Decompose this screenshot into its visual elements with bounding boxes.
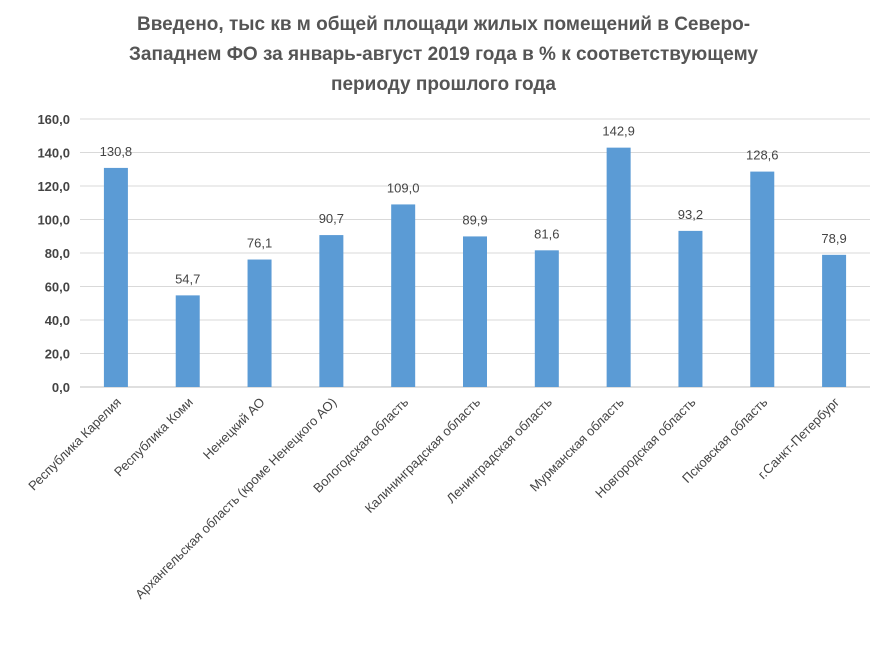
data-label: 109,0 (387, 180, 420, 195)
y-tick-label: 140,0 (37, 146, 70, 161)
y-tick-label: 160,0 (37, 112, 70, 127)
bar (822, 254, 847, 387)
data-label: 142,9 (602, 124, 635, 139)
data-labels: 130,8 54,7 76,1 90,7 109,0 89,9 81,6 142,9 93,2 1… (100, 124, 847, 287)
y-axis-ticks: 0,0 20,0 40,0 60,0 80,0 100,0 120,0 140,0 160,0 (37, 112, 70, 395)
y-tick-label: 120,0 (37, 179, 70, 194)
data-label: 90,7 (319, 211, 344, 226)
data-label: 81,6 (534, 226, 559, 241)
data-label: 130,8 (100, 144, 133, 159)
data-label: 76,1 (247, 236, 272, 251)
chart-title-line-1: Введено, тыс кв м общей площади жилых по… (136, 14, 751, 35)
chart-title: Введено, тыс кв м общей площади жилых по… (0, 10, 887, 100)
category-label: Республика Карелия (25, 395, 124, 494)
y-tick-label: 100,0 (37, 213, 70, 228)
y-tick-label: 20,0 (45, 347, 70, 362)
bar (247, 259, 272, 387)
data-label: 89,9 (462, 212, 487, 227)
data-label: 54,7 (175, 271, 200, 286)
bar (606, 147, 631, 387)
bar (319, 235, 344, 387)
y-tick-label: 80,0 (45, 246, 70, 261)
data-label: 93,2 (678, 207, 703, 222)
bar (534, 250, 559, 387)
category-label: Калининградская область (362, 394, 483, 515)
data-label: 128,6 (746, 148, 779, 163)
y-tick-label: 40,0 (45, 313, 70, 328)
bar (103, 167, 128, 387)
category-label: Ненецкий АО (200, 395, 268, 463)
bars (103, 147, 847, 387)
y-tick-label: 0,0 (52, 380, 70, 395)
data-label: 78,9 (821, 231, 846, 246)
bar (175, 295, 200, 387)
chart-title-line-2: Западнем ФО за январь-август 2019 года в… (129, 44, 758, 65)
chart-title-line-3: периоду прошлого года (331, 74, 556, 95)
bar (678, 230, 703, 387)
bar (750, 171, 775, 387)
bar (463, 236, 487, 387)
y-tick-label: 60,0 (45, 280, 70, 295)
bar (391, 204, 416, 387)
category-label: Республика Коми (111, 395, 196, 480)
